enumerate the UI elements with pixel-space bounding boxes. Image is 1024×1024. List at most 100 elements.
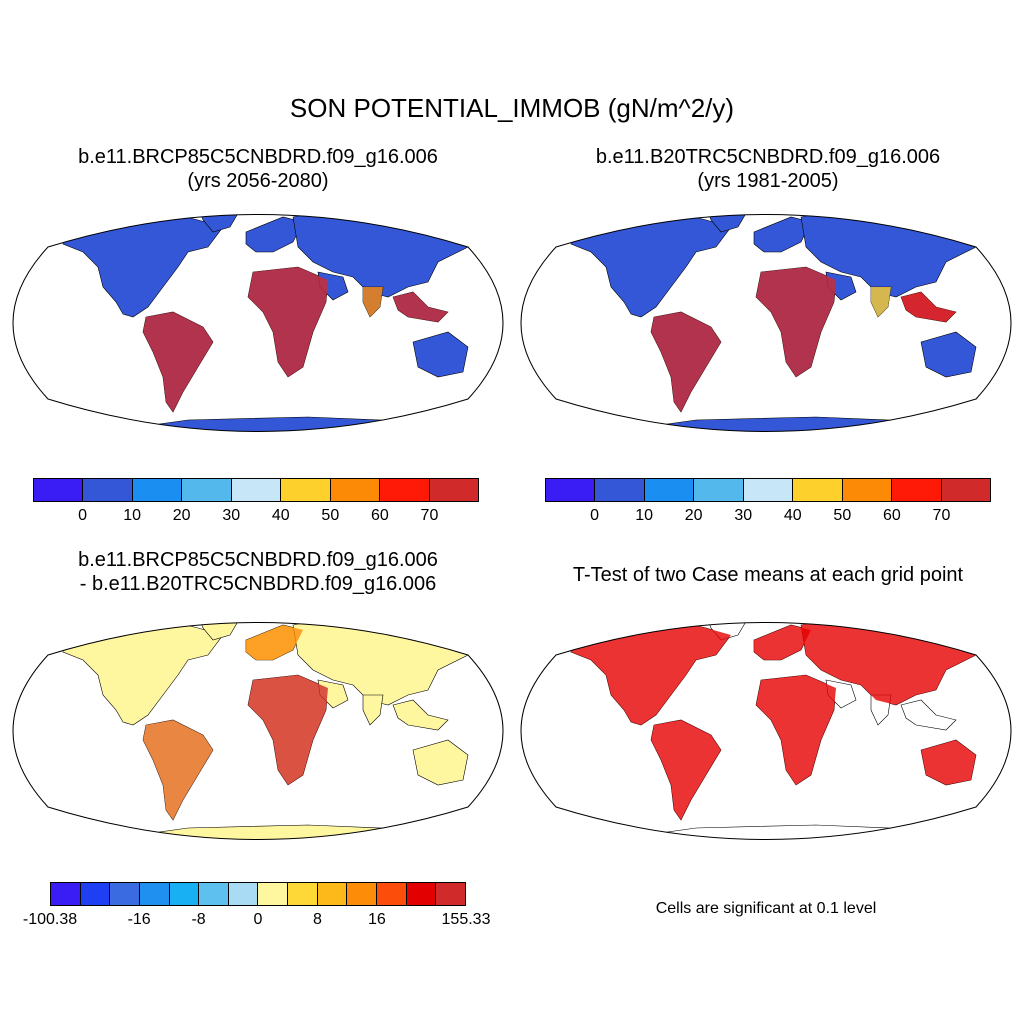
land-antarctica bbox=[595, 416, 957, 432]
colorbar-cell bbox=[51, 883, 81, 905]
land-australia bbox=[412, 331, 469, 378]
colorbar-historical bbox=[545, 478, 991, 502]
land-highlight bbox=[248, 267, 328, 377]
colorbar-cell bbox=[258, 883, 289, 905]
colorbar-tick-label: 50 bbox=[321, 507, 340, 524]
colorbar-tick-label: 16 bbox=[367, 911, 386, 928]
colorbar-cell bbox=[436, 883, 465, 905]
colorbar-future bbox=[33, 478, 479, 502]
colorbar-tick-label: 70 bbox=[932, 507, 951, 524]
land-antarctica bbox=[595, 824, 957, 840]
colorbar-tick-label: -8 bbox=[191, 911, 206, 928]
colorbar-tick-label: 60 bbox=[370, 507, 389, 524]
land-highlight bbox=[248, 675, 328, 785]
colorbar-tick-label: 155.33 bbox=[441, 911, 491, 928]
colorbar-tick-label: 50 bbox=[833, 507, 852, 524]
panel4-title: T-Test of two Case means at each grid po… bbox=[518, 563, 1018, 587]
colorbar-cell bbox=[110, 883, 140, 905]
figure-title: SON POTENTIAL_IMMOB (gN/m^2/y) bbox=[289, 93, 735, 123]
panel3-title-line1: b.e11.BRCP85C5CNBDRD.f09_g16.006 bbox=[78, 549, 438, 571]
colorbar-tick-label: 30 bbox=[734, 507, 753, 524]
colorbar-tick-label: 0 bbox=[78, 507, 87, 524]
colorbar-cell bbox=[80, 883, 111, 905]
ttest-note: Cells are significant at 0.1 level bbox=[655, 900, 877, 917]
land-australia bbox=[412, 739, 469, 786]
colorbar-cell bbox=[169, 883, 200, 905]
map-frame bbox=[520, 214, 1012, 432]
colorbar-cell bbox=[793, 479, 843, 501]
colorbar-cell bbox=[377, 883, 407, 905]
colorbar-cell bbox=[429, 479, 478, 501]
land-india bbox=[362, 694, 384, 726]
land-highlight bbox=[651, 720, 721, 820]
colorbar-cell bbox=[281, 479, 331, 501]
colorbar-tick-label: 0 bbox=[590, 507, 599, 524]
colorbar-cell bbox=[595, 479, 645, 501]
panel1-title-line2: (yrs 2056-2080) bbox=[187, 170, 329, 192]
land-highlight bbox=[756, 267, 836, 377]
land-antarctica bbox=[87, 824, 449, 840]
land-highlight bbox=[756, 675, 836, 785]
colorbar-cell bbox=[842, 479, 893, 501]
land-highlight bbox=[754, 625, 811, 660]
land-highlight bbox=[393, 292, 448, 322]
land-namerica bbox=[570, 214, 732, 318]
colorbar-cell bbox=[231, 479, 282, 501]
land-highlight bbox=[871, 287, 891, 317]
land-namerica bbox=[62, 622, 224, 726]
colorbar-cell bbox=[546, 479, 596, 501]
colorbar-tick-label: 40 bbox=[271, 507, 290, 524]
colorbar-tick-label: 8 bbox=[312, 911, 322, 928]
colorbar-cell bbox=[380, 479, 430, 501]
land-highlight bbox=[901, 292, 956, 322]
colorbar-tick-label: -100.38 bbox=[22, 911, 78, 928]
colorbar-cell bbox=[892, 479, 942, 501]
land-europe bbox=[753, 216, 812, 253]
colorbar-cell bbox=[694, 479, 744, 501]
land-australia bbox=[920, 331, 977, 378]
land-highlight bbox=[651, 312, 721, 412]
colorbar-cell bbox=[330, 479, 381, 501]
panel2-title-line2: (yrs 1981-2005) bbox=[697, 170, 839, 192]
colorbar-difference bbox=[50, 882, 466, 906]
map-panel-difference bbox=[12, 622, 504, 840]
land-antarctica bbox=[87, 416, 449, 432]
map-frame bbox=[520, 622, 1012, 840]
colorbar-tick-label: 30 bbox=[222, 507, 241, 524]
colorbar-cell bbox=[139, 883, 170, 905]
map-panel-ttest bbox=[520, 622, 1012, 840]
colorbar-tick-label: 40 bbox=[783, 507, 802, 524]
colorbar-cell bbox=[941, 479, 990, 501]
colorbar-tick-label: 10 bbox=[635, 507, 654, 524]
land-europe bbox=[245, 216, 304, 253]
colorbar-cell bbox=[288, 883, 318, 905]
colorbar-cell bbox=[199, 883, 229, 905]
colorbar-cell bbox=[34, 479, 84, 501]
colorbar-tick-label: 20 bbox=[172, 507, 191, 524]
colorbar-tick-label: 60 bbox=[882, 507, 901, 524]
land-seasia bbox=[392, 699, 449, 731]
colorbar-tick-label: -16 bbox=[127, 911, 151, 928]
land-highlight bbox=[143, 720, 213, 820]
panel3-title: b.e11.BRCP85C5CNBDRD.f09_g16.006 - b.e11… bbox=[8, 548, 508, 596]
land-highlight bbox=[363, 287, 383, 317]
panel1-title-line1: b.e11.BRCP85C5CNBDRD.f09_g16.006 bbox=[78, 146, 438, 168]
colorbar-tick-label: 20 bbox=[684, 507, 703, 524]
colorbar-cell bbox=[132, 479, 183, 501]
panel2-title-line1: b.e11.B20TRC5CNBDRD.f09_g16.006 bbox=[595, 146, 941, 168]
land-highlight bbox=[143, 312, 213, 412]
panel3-title-line2: - b.e11.B20TRC5CNBDRD.f09_g16.006 bbox=[79, 573, 437, 595]
land-highlight bbox=[246, 625, 303, 660]
map-frame bbox=[12, 622, 504, 840]
map-panel-historical bbox=[520, 214, 1012, 432]
colorbar-tick-label: 0 bbox=[253, 911, 263, 928]
land-namerica bbox=[62, 214, 224, 318]
map-panel-future bbox=[12, 214, 504, 432]
map-frame bbox=[12, 214, 504, 432]
panel4-title-line1: T-Test of two Case means at each grid po… bbox=[572, 564, 964, 586]
colorbar-cell bbox=[644, 479, 695, 501]
land-seasia bbox=[900, 699, 957, 731]
colorbar-cell bbox=[317, 883, 348, 905]
colorbar-cell bbox=[182, 479, 232, 501]
colorbar-cell bbox=[83, 479, 133, 501]
